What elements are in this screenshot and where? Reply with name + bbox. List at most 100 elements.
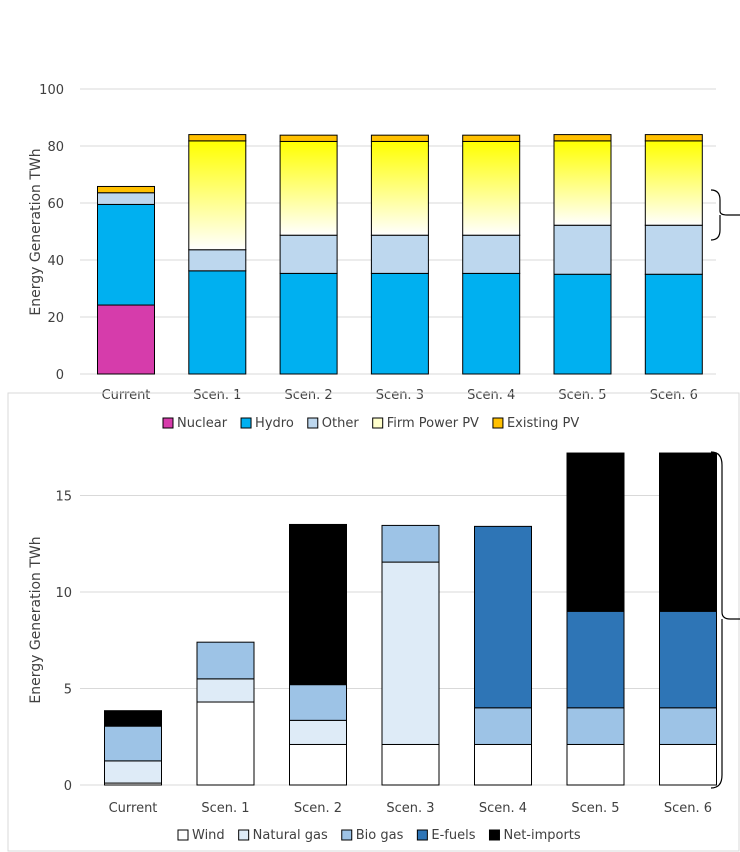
legend-label-natural-gas: Natural gas — [253, 828, 328, 843]
bar-hydro-scen-1 — [188, 270, 247, 375]
bar-wind-scen-6 — [659, 743, 717, 786]
chart-top: Energy Generation TWh 0 20 40 60 80 100 Curre… — [28, 83, 740, 403]
top-bars — [97, 134, 703, 375]
x-category-label: Scen. 2 — [294, 801, 342, 816]
legend-swatch-net-imports — [488, 829, 500, 841]
bar-bio-gas-scen-3 — [381, 524, 440, 563]
bar-other-scen-5 — [553, 224, 612, 275]
x-category-label: Current — [109, 801, 158, 816]
bar-existing-pv-current — [97, 185, 155, 194]
bar-existing-pv-scen-6 — [644, 134, 703, 142]
bar-other-current — [97, 192, 155, 205]
y-tick-label: 15 — [55, 490, 72, 505]
x-category-label: Scen. 6 — [650, 388, 698, 403]
top-y-axis-label: Energy Generation TWh — [28, 148, 44, 315]
y-tick-label: 100 — [39, 83, 64, 98]
bar-e-fuels-scen-5 — [566, 610, 625, 709]
legend-label-net-imports: Net-imports — [503, 828, 580, 843]
bar-firm-power-pv-scen-5 — [553, 140, 612, 226]
bar-existing-pv-scen-5 — [553, 134, 612, 142]
bar-firm-power-pv-scen-6 — [644, 140, 703, 226]
legend-label-existing-pv: Existing PV — [507, 416, 579, 431]
bottom-y-ticks: 0 5 10 15 — [55, 490, 72, 795]
legend-swatch-bio-gas — [341, 829, 353, 841]
bar-bio-gas-current — [104, 725, 162, 762]
legend-swatch-nuclear — [162, 417, 174, 429]
bar-existing-pv-scen-4 — [462, 134, 521, 142]
bar-net-imports-current — [104, 710, 162, 727]
x-category-label: Scen. 3 — [376, 388, 424, 403]
bar-e-fuels-scen-4 — [474, 525, 532, 709]
bar-firm-power-pv-scen-1 — [188, 140, 247, 251]
bar-other-scen-2 — [279, 234, 338, 274]
bar-wind-scen-3 — [381, 743, 440, 786]
bar-bio-gas-scen-2 — [289, 684, 347, 721]
bar-bio-gas-scen-5 — [566, 707, 625, 745]
top-y-ticks: 0 20 40 60 80 100 — [39, 83, 64, 383]
legend-swatch-hydro — [240, 417, 252, 429]
bar-wind-scen-2 — [289, 743, 347, 786]
x-category-label: Scen. 3 — [386, 801, 434, 816]
legend-label-wind: Wind — [192, 828, 225, 843]
bar-nuclear-current — [97, 304, 155, 375]
bottom-panel-frame — [7, 392, 740, 852]
bar-net-imports-scen-5 — [566, 452, 625, 612]
y-tick-label: 80 — [47, 140, 64, 155]
chart-bottom: Energy Generation TWh 0 5 10 15 Current Scen… — [28, 451, 740, 816]
legend-label-hydro: Hydro — [255, 416, 294, 431]
bottom-bracket — [710, 451, 740, 789]
top-bracket — [710, 189, 740, 241]
y-tick-label: 5 — [64, 683, 72, 698]
bottom-bars — [104, 452, 717, 786]
legend-swatch-existing-pv — [492, 417, 504, 429]
bar-hydro-current — [97, 203, 155, 306]
y-tick-label: 10 — [55, 586, 72, 601]
bar-hydro-scen-2 — [279, 272, 338, 375]
bar-bio-gas-scen-6 — [659, 707, 717, 745]
legend-swatch-wind — [177, 829, 189, 841]
legend-swatch-other — [307, 417, 319, 429]
legend-label-firm-power-pv: Firm Power PV — [387, 416, 479, 431]
x-category-label: Scen. 1 — [201, 801, 249, 816]
top-x-categories: Current Scen. 1 Scen. 2 Scen. 3 Scen. 4 Scen.… — [102, 388, 698, 403]
bar-bio-gas-scen-4 — [474, 707, 532, 745]
bar-other-scen-6 — [644, 224, 703, 275]
bar-natural-gas-scen-1 — [196, 678, 255, 703]
bar-natural-gas-current — [104, 760, 162, 784]
bar-bio-gas-scen-1 — [196, 641, 255, 680]
y-tick-label: 0 — [56, 368, 64, 383]
bar-wind-scen-4 — [474, 743, 532, 786]
top-legend: Nuclear Hydro Other Firm Power PV Existing P… — [162, 416, 579, 431]
bar-net-imports-scen-2 — [289, 523, 347, 686]
legend-swatch-firm-power-pv — [372, 417, 384, 429]
bar-existing-pv-scen-3 — [370, 134, 429, 142]
bottom-x-categories: Current Scen. 1 Scen. 2 Scen. 3 Scen. 4 Scen.… — [109, 801, 713, 816]
bottom-y-axis-label: Energy Generation TWh — [28, 536, 44, 703]
bar-other-scen-1 — [188, 249, 247, 272]
bar-firm-power-pv-scen-3 — [370, 140, 429, 236]
x-category-label: Scen. 4 — [467, 388, 515, 403]
bottom-legend: Wind Natural gas Bio gas E-fuels Net-imports — [177, 828, 581, 843]
bar-hydro-scen-6 — [644, 273, 703, 375]
legend-swatch-natural-gas — [238, 829, 250, 841]
y-tick-label: 40 — [47, 254, 64, 269]
x-category-label: Current — [102, 388, 151, 403]
bar-other-scen-4 — [462, 234, 521, 274]
y-tick-label: 0 — [64, 779, 72, 794]
legend-swatch-e-fuels — [416, 829, 428, 841]
bar-wind-scen-1 — [196, 701, 255, 786]
bar-hydro-scen-4 — [462, 272, 521, 375]
bar-firm-power-pv-scen-4 — [462, 140, 521, 236]
x-category-label: Scen. 5 — [558, 388, 606, 403]
bar-wind-scen-5 — [566, 743, 625, 786]
bar-other-scen-3 — [370, 234, 429, 274]
bar-existing-pv-scen-2 — [279, 134, 338, 142]
legend-label-nuclear: Nuclear — [177, 416, 228, 431]
bar-firm-power-pv-scen-2 — [279, 140, 338, 236]
bar-e-fuels-scen-6 — [659, 610, 717, 709]
bar-hydro-scen-5 — [553, 273, 612, 375]
legend-label-bio-gas: Bio gas — [356, 828, 404, 843]
x-category-label: Scen. 2 — [285, 388, 333, 403]
y-tick-label: 60 — [47, 197, 64, 212]
